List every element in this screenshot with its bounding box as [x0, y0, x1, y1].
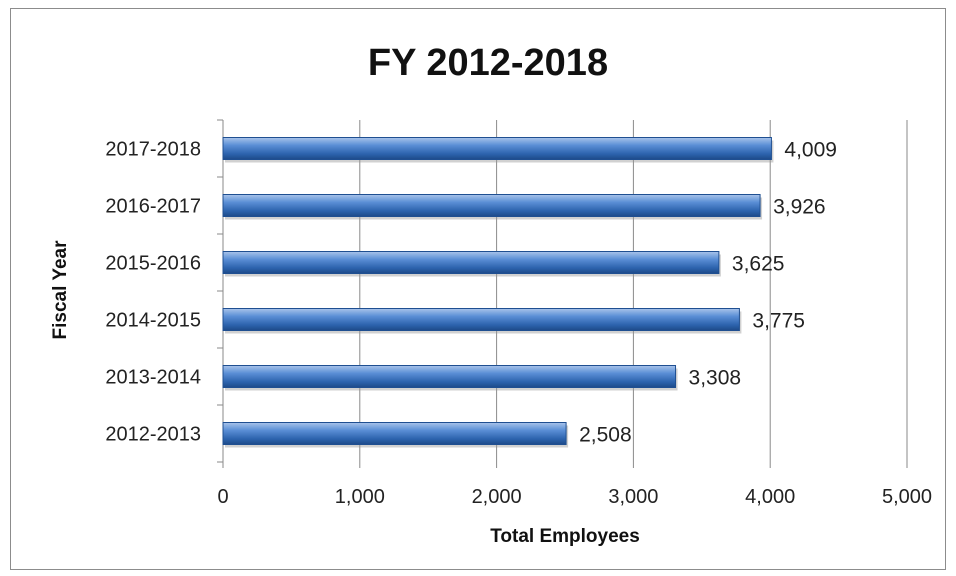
y-category-label: 2013-2014: [105, 367, 201, 389]
x-tick-label: 1,000: [335, 486, 385, 508]
bar-2013-2014: [222, 365, 677, 388]
y-category-label: 2015-2016: [105, 253, 201, 275]
bar-value-label: 4,009: [784, 139, 837, 162]
bar-2014-2015: [222, 308, 740, 331]
bar-value-label: 2,508: [579, 424, 632, 447]
bar-2016-2017: [222, 194, 761, 217]
bar-2015-2016: [222, 251, 720, 274]
labels: 0 1,000 2,000 3,000 4,000 5,000 2012-2013 2,508…: [105, 139, 932, 509]
gridlines: [359, 120, 908, 462]
x-tick-label: 2,000: [472, 486, 522, 508]
chart-frame: [10, 8, 946, 570]
y-category-label: 2016-2017: [105, 196, 201, 218]
bar-value-label: 3,625: [732, 253, 785, 276]
bar-2012-2013: [222, 422, 567, 445]
y-category-label: 2012-2013: [105, 424, 201, 446]
bar-value-label: 3,926: [773, 196, 826, 219]
bar-2017-2018: [222, 137, 772, 160]
x-tick-label: 3,000: [608, 486, 658, 508]
bar-value-label: 3,775: [752, 310, 805, 333]
x-tick-label: 0: [217, 486, 228, 508]
chart-title: FY 2012-2018: [368, 42, 608, 84]
y-category-label: 2014-2015: [105, 310, 201, 332]
bar-value-label: 3,308: [689, 367, 742, 390]
y-axis-title: Fiscal Year: [50, 240, 71, 340]
y-category-label: 2017-2018: [105, 139, 201, 161]
axes: [217, 119, 908, 468]
x-tick-label: 4,000: [745, 486, 795, 508]
bars: [222, 137, 774, 448]
x-tick-label: 5,000: [882, 486, 932, 508]
x-axis-title: Total Employees: [490, 526, 640, 547]
